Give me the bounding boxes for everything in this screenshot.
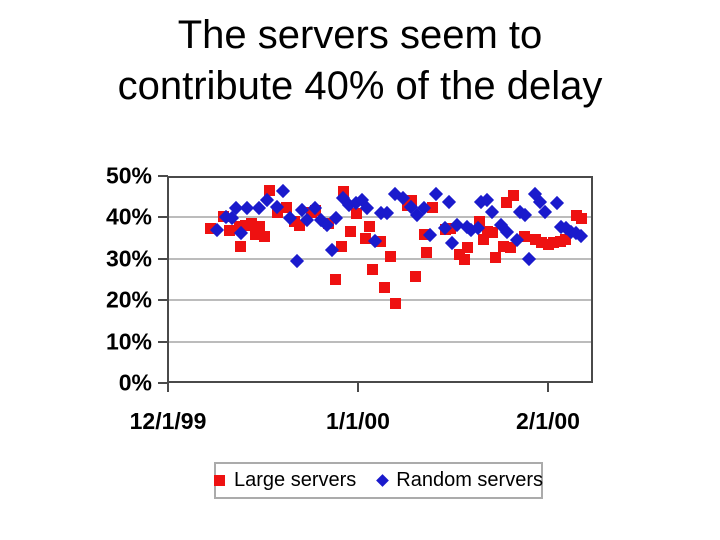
y-axis-tick: [158, 299, 168, 302]
slide-title-line-1: The servers seem to: [177, 13, 543, 57]
slide-title: The servers seem to contribute 40% of th…: [0, 10, 720, 112]
data-point-large-servers: [335, 241, 347, 253]
data-point-large-servers: [410, 270, 422, 282]
x-axis-tick: [357, 383, 359, 392]
data-point-large-servers: [235, 240, 247, 252]
data-point-large-servers: [486, 227, 498, 239]
data-point-large-servers: [367, 264, 379, 276]
data-point-large-servers: [379, 281, 391, 293]
y-axis-tick: [158, 216, 168, 219]
gridline-10pct: [167, 340, 593, 343]
data-point-large-servers: [489, 252, 501, 264]
data-point-large-servers: [576, 212, 588, 224]
data-point-large-servers: [223, 225, 235, 237]
plot-area: [167, 176, 593, 383]
legend-item-large-servers: Large servers: [214, 469, 356, 492]
gridline-20pct: [167, 299, 593, 302]
data-point-large-servers: [330, 274, 342, 285]
x-axis-label: 1/1/00: [326, 408, 390, 434]
legend-label-large-servers: Large servers: [234, 469, 357, 491]
y-axis-tick: [158, 382, 168, 384]
data-point-large-servers: [478, 234, 490, 246]
data-point-large-servers: [501, 196, 513, 208]
legend-label-random-servers: Random servers: [396, 469, 543, 491]
x-axis-label: 2/1/00: [516, 408, 580, 434]
data-point-large-servers: [350, 207, 362, 219]
legend-item-random-servers: Random servers: [376, 469, 543, 492]
data-point-large-servers: [259, 231, 271, 243]
y-axis-label: 10%: [105, 328, 152, 355]
data-point-large-servers: [560, 234, 572, 246]
data-point-large-servers: [420, 247, 432, 259]
legend-marker-diamond-icon: [376, 474, 390, 487]
y-axis-label: 50%: [105, 162, 152, 189]
x-axis-label: 12/1/99: [129, 408, 207, 434]
data-point-large-servers: [389, 298, 401, 309]
data-point-large-servers: [249, 229, 261, 241]
data-point-large-servers: [530, 234, 542, 246]
data-point-large-servers: [359, 232, 371, 244]
x-axis-tick: [547, 383, 549, 392]
data-point-large-servers: [458, 253, 470, 265]
y-axis-label: 40%: [105, 203, 152, 230]
data-point-large-servers: [239, 219, 251, 231]
data-point-large-servers: [504, 242, 516, 254]
data-point-large-servers: [542, 239, 554, 251]
x-axis-tick: [167, 383, 169, 392]
data-point-large-servers: [426, 201, 438, 213]
data-point-large-servers: [281, 201, 293, 213]
data-point-large-servers: [462, 242, 474, 254]
slide-title-line-2: contribute 40% of the delay: [117, 64, 603, 109]
data-point-large-servers: [363, 221, 375, 233]
y-axis-tick: [158, 340, 168, 343]
y-axis-tick: [158, 175, 168, 177]
data-point-large-servers: [263, 185, 275, 197]
data-point-large-servers: [570, 209, 582, 221]
data-point-large-servers: [518, 231, 530, 243]
data-point-large-servers: [497, 241, 509, 253]
gridline-30pct: [167, 257, 593, 260]
y-axis-label: 0%: [118, 369, 152, 396]
data-point-large-servers: [246, 217, 258, 229]
data-point-large-servers: [344, 226, 356, 238]
data-point-large-servers: [254, 221, 266, 233]
y-axis-label: 30%: [105, 245, 152, 272]
legend-marker-square-icon: [214, 475, 225, 486]
chart-legend: Large servers Random servers: [214, 462, 543, 499]
data-point-large-servers: [535, 237, 547, 249]
data-point-large-servers: [507, 190, 519, 202]
y-axis-tick: [158, 257, 168, 260]
data-point-large-servers: [548, 237, 560, 249]
data-point-large-servers: [294, 219, 306, 231]
data-point-large-servers: [384, 250, 396, 262]
y-axis-label: 20%: [105, 286, 152, 313]
